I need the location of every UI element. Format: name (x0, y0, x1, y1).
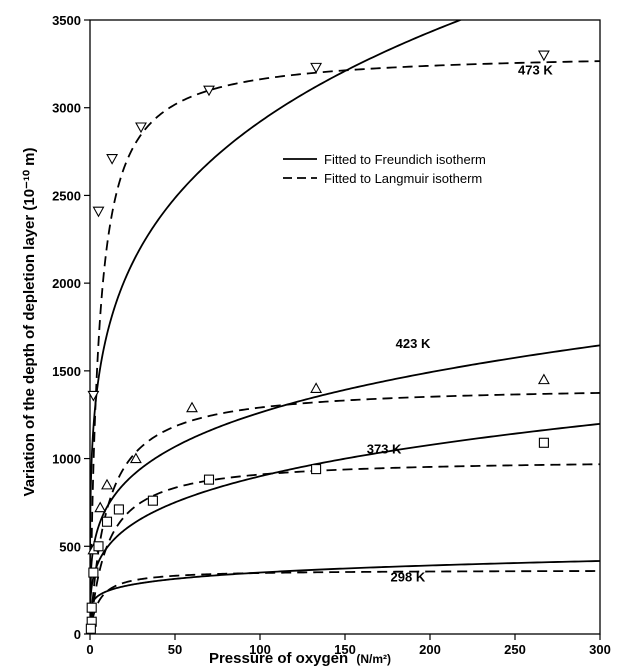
data-point-473-k (537, 50, 550, 62)
plot-frame (89, 19, 601, 635)
legend-label-langmuir: Fitted to Langmuir isotherm (324, 171, 482, 186)
y-tick-label: 500 (59, 539, 81, 554)
data-point-373-k (93, 541, 104, 552)
data-point-298-k (86, 602, 97, 613)
x-axis-title-text: Pressure of oxygen (209, 650, 348, 667)
x-tick-label: 100 (249, 642, 271, 657)
legend: Fitted to Freundich isotherm Fitted to L… (283, 152, 486, 186)
y-tick-label: 2000 (52, 276, 81, 291)
data-point-423-k (129, 452, 142, 464)
data-point-473-k (106, 154, 119, 165)
langmuir-curve-473-k (90, 60, 600, 634)
langmuir-curve-423-k (90, 392, 600, 634)
data-point-473-k (135, 122, 147, 134)
y-tick-label: 1000 (52, 452, 81, 467)
x-tick-label: 0 (86, 642, 93, 657)
data-points-layer (85, 50, 550, 634)
x-tick-label: 300 (589, 642, 611, 657)
data-point-423-k (94, 501, 107, 513)
ticks-layer: 0 50 100 150 200 250 3000500100015002000250030… (52, 13, 611, 657)
series-label-373-k: 373 K (367, 441, 402, 456)
y-tick-label: 0 (74, 627, 81, 642)
data-point-373-k (311, 464, 322, 475)
y-tick-label: 3500 (52, 13, 81, 28)
y-tick-label: 1500 (52, 364, 81, 379)
freundlich-curve-473-k (90, 20, 463, 596)
data-point-423-k (537, 373, 550, 385)
fitted-curves-layer (90, 20, 600, 634)
x-tick-label: 150 (334, 642, 356, 657)
data-point-373-k (88, 567, 99, 578)
data-point-473-k (87, 390, 100, 402)
series-label-298-k: 298 K (391, 569, 426, 584)
langmuir-curve-298-k (90, 570, 600, 634)
data-point-423-k (186, 401, 198, 413)
series-label-423-k: 423 K (396, 336, 431, 351)
y-axis-title: Variation of the depth of depletion laye… (21, 148, 38, 497)
data-point-373-k (113, 504, 124, 515)
data-point-473-k (203, 85, 215, 97)
x-tick-label: 200 (419, 642, 441, 657)
y-tick-label: 3000 (52, 101, 81, 116)
series-label-473-k: 473 K (518, 62, 553, 77)
data-point-423-k (101, 478, 113, 490)
x-axis-title: Pressure of oxygen (N/m²) (209, 650, 391, 667)
x-axis-title-unit: (N/m²) (356, 652, 391, 666)
freundlich-curve-298-k (90, 560, 600, 624)
plot-frame-layer (89, 19, 601, 635)
freundlich-curve-373-k (90, 422, 600, 626)
data-point-373-k (538, 437, 549, 448)
x-tick-label: 250 (504, 642, 526, 657)
data-point-373-k (147, 495, 158, 506)
data-point-473-k (310, 62, 323, 74)
data-point-373-k (203, 474, 215, 485)
data-point-423-k (310, 382, 323, 393)
y-tick-label: 2500 (52, 188, 81, 203)
langmuir-curve-373-k (90, 463, 600, 634)
data-point-298-k (85, 623, 96, 634)
x-tick-label: 50 (168, 642, 182, 657)
freundlich-curve-423-k (90, 344, 600, 619)
data-point-473-k (92, 206, 105, 218)
data-point-373-k (101, 516, 113, 527)
legend-label-freundlich: Fitted to Freundich isotherm (324, 152, 486, 167)
series-labels-layer: 473 K 423 K 373 K 298 K (367, 62, 554, 584)
